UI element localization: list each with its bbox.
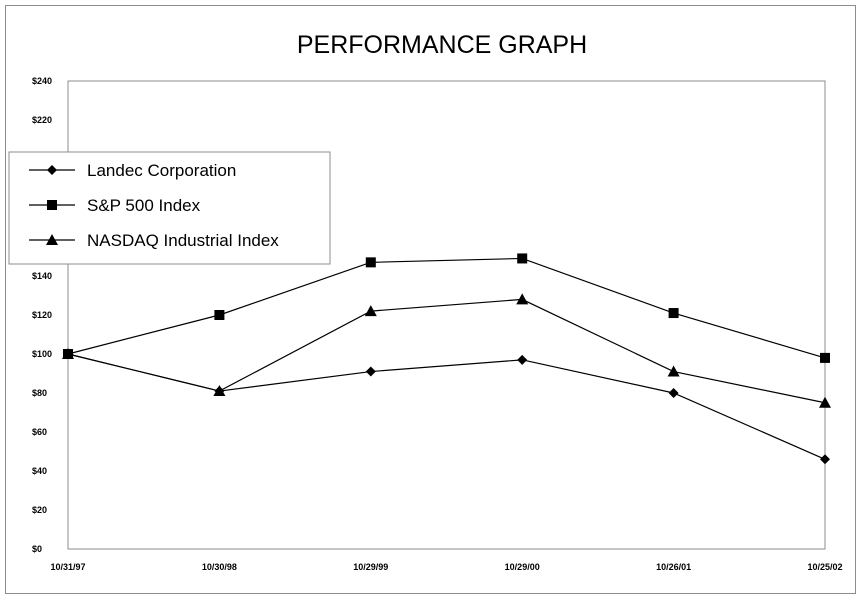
y-tick-label: $240 [32, 76, 52, 86]
data-point-nasdaq-industrial-index [364, 305, 377, 317]
data-point-nasdaq-industrial-index [62, 348, 74, 359]
x-tick-label: 10/29/99 [353, 562, 388, 572]
x-tick-label: 10/30/98 [202, 562, 237, 572]
data-point-s-p-500-index [820, 352, 830, 363]
chart-frame: PERFORMANCE GRAPH $0 $20 $40 $60 $80 $100 $120… [5, 5, 856, 594]
y-tick-label: $40 [32, 466, 47, 476]
legend-label-s-p-500-index: S&P 500 Index [87, 196, 201, 215]
y-tick-label: $100 [32, 349, 52, 359]
legend: Landec Corporation S&P 500 Index NASDAQ In… [8, 151, 331, 265]
y-axis: $0$20$40$60$80$100$120$140$160$180$200$2… [32, 76, 52, 554]
y-tick-label: $220 [32, 115, 52, 125]
legend-marker-landec-corporation [47, 165, 57, 175]
y-tick-label: $120 [32, 310, 52, 320]
data-point-landec-corporation [668, 388, 679, 398]
legend-box [8, 151, 331, 265]
data-point-nasdaq-industrial-index [819, 396, 831, 408]
legend-label-landec-corporation: Landec Corporation [87, 161, 236, 180]
y-tick-label: $60 [32, 427, 47, 437]
plot-area [67, 80, 826, 550]
y-tick-label: $20 [32, 505, 47, 515]
series-layer [62, 253, 831, 465]
x-tick-label: 10/25/02 [807, 562, 842, 572]
data-point-landec-corporation [365, 366, 376, 377]
x-axis: 10/31/97 10/30/98 10/29/99 10/29/00 10/26/01… [50, 562, 842, 572]
data-point-s-p-500-index [668, 308, 679, 319]
x-tick-label: 10/29/00 [505, 562, 540, 572]
y-tick-label: $140 [32, 271, 52, 281]
performance-chart: PERFORMANCE GRAPH $0 $20 $40 $60 $80 $100 $120… [8, 31, 843, 572]
series-line-nasdaq-industrial-index [67, 298, 826, 404]
y-tick-label: $0 [32, 544, 42, 554]
data-point-landec-corporation [517, 354, 528, 365]
series-line-s-p-500-index [67, 257, 826, 359]
legend-label-nasdaq-industrial-index: NASDAQ Industrial Index [87, 231, 279, 250]
data-point-nasdaq-industrial-index [213, 385, 226, 397]
legend-marker-s-p-500-index [47, 200, 57, 210]
x-tick-label: 10/26/01 [656, 562, 691, 572]
data-point-s-p-500-index [214, 310, 225, 320]
x-tick-label: 10/31/97 [50, 562, 85, 572]
data-point-nasdaq-industrial-index [516, 293, 529, 305]
y-tick-label: $80 [32, 388, 47, 398]
data-point-nasdaq-industrial-index [667, 365, 680, 377]
data-point-s-p-500-index [517, 253, 528, 264]
chart-title: PERFORMANCE GRAPH [297, 31, 587, 59]
data-point-s-p-500-index [365, 257, 376, 268]
data-point-landec-corporation [820, 454, 830, 465]
legend-marker-nasdaq-industrial-index [46, 234, 58, 245]
